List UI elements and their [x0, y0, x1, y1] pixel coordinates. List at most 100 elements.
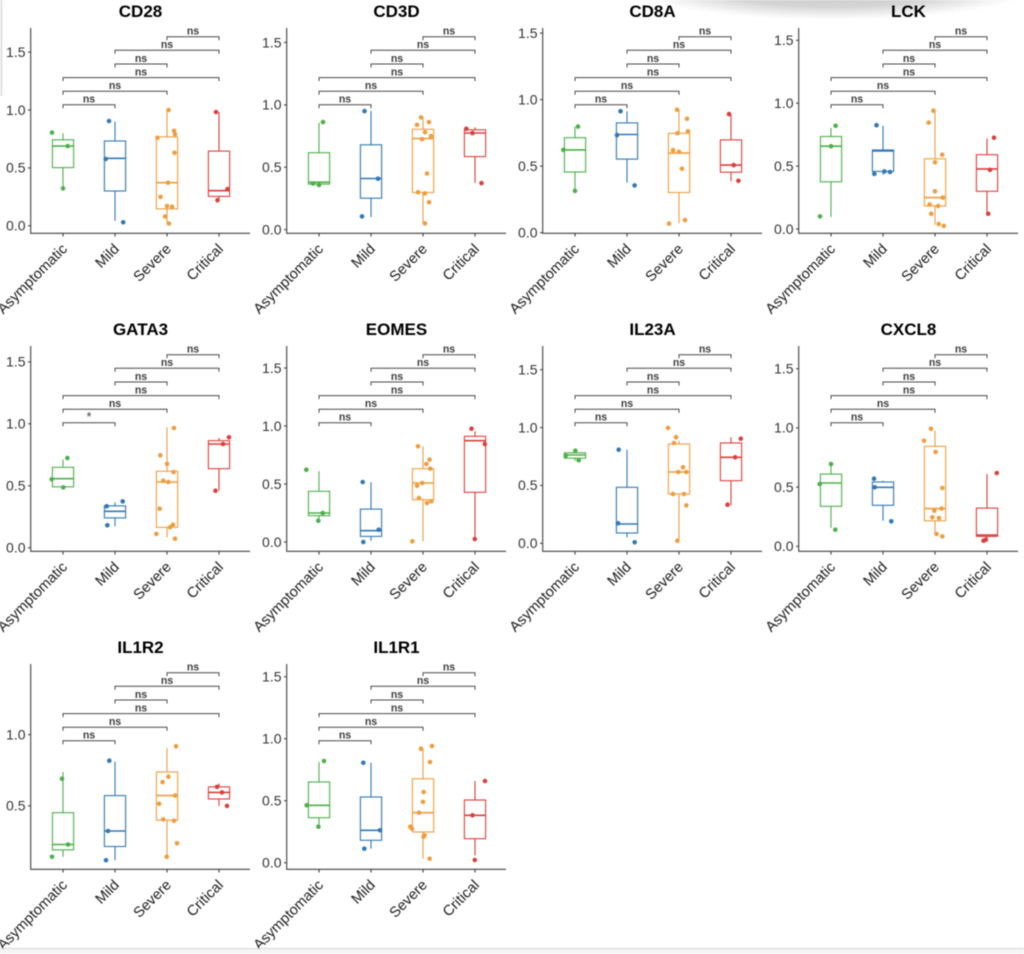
svg-text:ns: ns	[929, 39, 941, 51]
svg-text:ns: ns	[851, 412, 863, 424]
svg-text:ns: ns	[161, 675, 173, 687]
svg-text:ns: ns	[187, 26, 199, 38]
svg-text:ns: ns	[595, 412, 607, 424]
svg-text:ns: ns	[135, 371, 147, 383]
svg-text:ns: ns	[187, 662, 199, 674]
svg-text:1.0: 1.0	[6, 102, 26, 118]
svg-text:ns: ns	[647, 371, 659, 383]
svg-text:ns: ns	[109, 716, 121, 728]
svg-text:ns: ns	[187, 344, 199, 356]
svg-text:0.5: 0.5	[262, 159, 282, 175]
svg-text:ns: ns	[339, 412, 351, 424]
svg-text:ns: ns	[135, 384, 147, 396]
svg-text:1.0: 1.0	[774, 95, 794, 111]
svg-text:1.5: 1.5	[518, 362, 538, 378]
svg-text:0.5: 0.5	[262, 476, 282, 492]
svg-text:0.5: 0.5	[774, 158, 794, 174]
svg-text:IL1R1: IL1R1	[373, 638, 419, 657]
svg-text:ns: ns	[391, 702, 403, 714]
svg-text:ns: ns	[135, 53, 147, 65]
svg-text:GATA3: GATA3	[113, 320, 168, 339]
svg-text:1.0: 1.0	[262, 97, 282, 113]
svg-text:CD8A: CD8A	[629, 2, 675, 21]
svg-text:ns: ns	[83, 730, 95, 742]
svg-text:ns: ns	[365, 80, 377, 92]
svg-text:ns: ns	[903, 371, 915, 383]
svg-text:ns: ns	[443, 662, 455, 674]
svg-text:1.5: 1.5	[774, 32, 794, 48]
svg-text:ns: ns	[135, 66, 147, 78]
svg-text:ns: ns	[83, 94, 95, 106]
svg-text:ns: ns	[673, 39, 685, 51]
svg-text:ns: ns	[903, 53, 915, 65]
svg-text:1.5: 1.5	[518, 25, 538, 41]
svg-text:0.5: 0.5	[6, 160, 26, 176]
svg-text:ns: ns	[391, 384, 403, 396]
svg-text:1.0: 1.0	[518, 419, 538, 435]
svg-text:1.0: 1.0	[262, 731, 282, 747]
svg-text:0.0: 0.0	[262, 534, 282, 550]
svg-text:ns: ns	[109, 398, 121, 410]
svg-text:ns: ns	[135, 689, 147, 701]
svg-text:1.5: 1.5	[262, 360, 282, 376]
svg-text:ns: ns	[365, 398, 377, 410]
svg-text:ns: ns	[903, 66, 915, 78]
svg-text:0.5: 0.5	[262, 793, 282, 809]
svg-text:1.0: 1.0	[6, 726, 26, 742]
svg-text:ns: ns	[929, 357, 941, 369]
svg-text:ns: ns	[161, 39, 173, 51]
svg-text:0.5: 0.5	[6, 478, 26, 494]
svg-text:1.5: 1.5	[6, 44, 26, 60]
svg-text:ns: ns	[903, 384, 915, 396]
svg-text:ns: ns	[109, 80, 121, 92]
svg-text:0.0: 0.0	[774, 538, 794, 554]
svg-text:ns: ns	[699, 26, 711, 38]
svg-text:ns: ns	[417, 357, 429, 369]
svg-text:ns: ns	[391, 66, 403, 78]
svg-text:ns: ns	[391, 53, 403, 65]
svg-text:CD28: CD28	[119, 2, 162, 21]
svg-text:1.0: 1.0	[518, 91, 538, 107]
svg-text:0.0: 0.0	[518, 225, 538, 241]
svg-text:ns: ns	[595, 94, 607, 106]
svg-text:ns: ns	[621, 398, 633, 410]
svg-text:CD3D: CD3D	[373, 2, 419, 21]
svg-text:1.5: 1.5	[774, 361, 794, 377]
svg-text:ns: ns	[339, 94, 351, 106]
svg-text:0.5: 0.5	[6, 798, 26, 814]
svg-text:1.5: 1.5	[6, 354, 26, 370]
svg-text:IL1R2: IL1R2	[117, 638, 163, 657]
svg-text:0.5: 0.5	[518, 477, 538, 493]
svg-text:ns: ns	[391, 371, 403, 383]
svg-text:ns: ns	[699, 344, 711, 356]
svg-text:CXCL8: CXCL8	[881, 320, 937, 339]
svg-text:ns: ns	[417, 675, 429, 687]
svg-text:*: *	[86, 409, 91, 424]
svg-text:0.5: 0.5	[518, 158, 538, 174]
svg-text:ns: ns	[955, 344, 967, 356]
svg-text:1.5: 1.5	[262, 34, 282, 50]
svg-text:ns: ns	[673, 357, 685, 369]
svg-text:ns: ns	[135, 702, 147, 714]
svg-text:0.5: 0.5	[774, 479, 794, 495]
svg-text:EOMES: EOMES	[366, 320, 427, 339]
svg-text:0.0: 0.0	[6, 218, 26, 234]
svg-text:1.0: 1.0	[262, 418, 282, 434]
svg-text:ns: ns	[955, 26, 967, 38]
svg-text:ns: ns	[391, 689, 403, 701]
svg-text:ns: ns	[443, 26, 455, 38]
svg-text:ns: ns	[647, 53, 659, 65]
svg-text:ns: ns	[365, 716, 377, 728]
svg-text:ns: ns	[647, 384, 659, 396]
svg-text:ns: ns	[647, 66, 659, 78]
svg-text:0.0: 0.0	[774, 221, 794, 237]
svg-text:ns: ns	[161, 357, 173, 369]
svg-text:0.0: 0.0	[6, 540, 26, 556]
svg-text:IL23A: IL23A	[629, 320, 675, 339]
svg-text:1.0: 1.0	[774, 420, 794, 436]
svg-text:ns: ns	[877, 80, 889, 92]
svg-text:ns: ns	[417, 39, 429, 51]
svg-text:ns: ns	[443, 344, 455, 356]
svg-text:ns: ns	[339, 730, 351, 742]
svg-text:1.0: 1.0	[6, 416, 26, 432]
